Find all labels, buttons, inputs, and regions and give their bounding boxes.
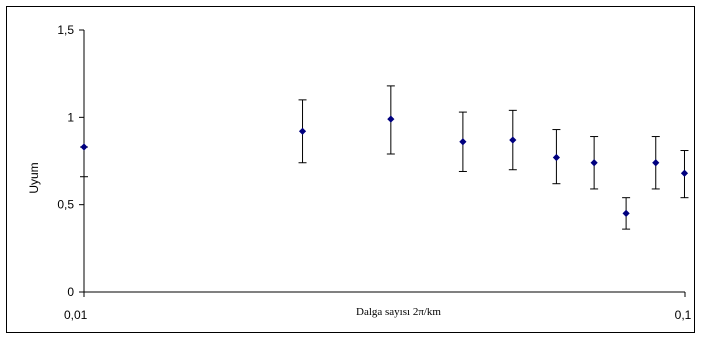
data-point — [590, 136, 599, 190]
diamond-marker — [590, 159, 598, 167]
diamond-marker — [552, 153, 561, 162]
y-tick-label: 0 — [67, 285, 74, 299]
diamond-marker — [652, 159, 660, 167]
data-point — [552, 129, 561, 185]
data-point — [651, 136, 660, 190]
y-tick-label: 1,5 — [57, 23, 74, 37]
x-ticks: 0,01 0,1 — [64, 292, 692, 322]
y-ticks: 0 0,5 1 1,5 — [57, 23, 84, 299]
data-point — [386, 85, 395, 155]
x-tick-label: 0,01 — [64, 308, 88, 322]
x-tick-label: 0,1 — [675, 308, 692, 322]
diamond-marker — [459, 138, 467, 146]
data-point — [458, 111, 467, 172]
data-points — [80, 85, 689, 230]
diamond-marker — [509, 136, 517, 144]
y-tick-label: 0,5 — [57, 198, 74, 212]
x-axis-title: Dalga sayısı 2π/km — [356, 306, 441, 318]
data-point — [680, 150, 689, 199]
diamond-marker — [680, 169, 689, 177]
y-tick-label: 1 — [67, 110, 74, 124]
data-point — [622, 197, 631, 230]
diamond-marker — [622, 209, 630, 217]
data-point — [298, 99, 307, 164]
diamond-marker — [387, 115, 395, 123]
diamond-marker — [80, 143, 88, 151]
data-point — [80, 143, 88, 178]
diamond-marker — [298, 127, 307, 135]
data-point — [508, 109, 517, 171]
chart-frame — [6, 6, 695, 333]
y-axis-title: Uyum — [27, 162, 41, 193]
